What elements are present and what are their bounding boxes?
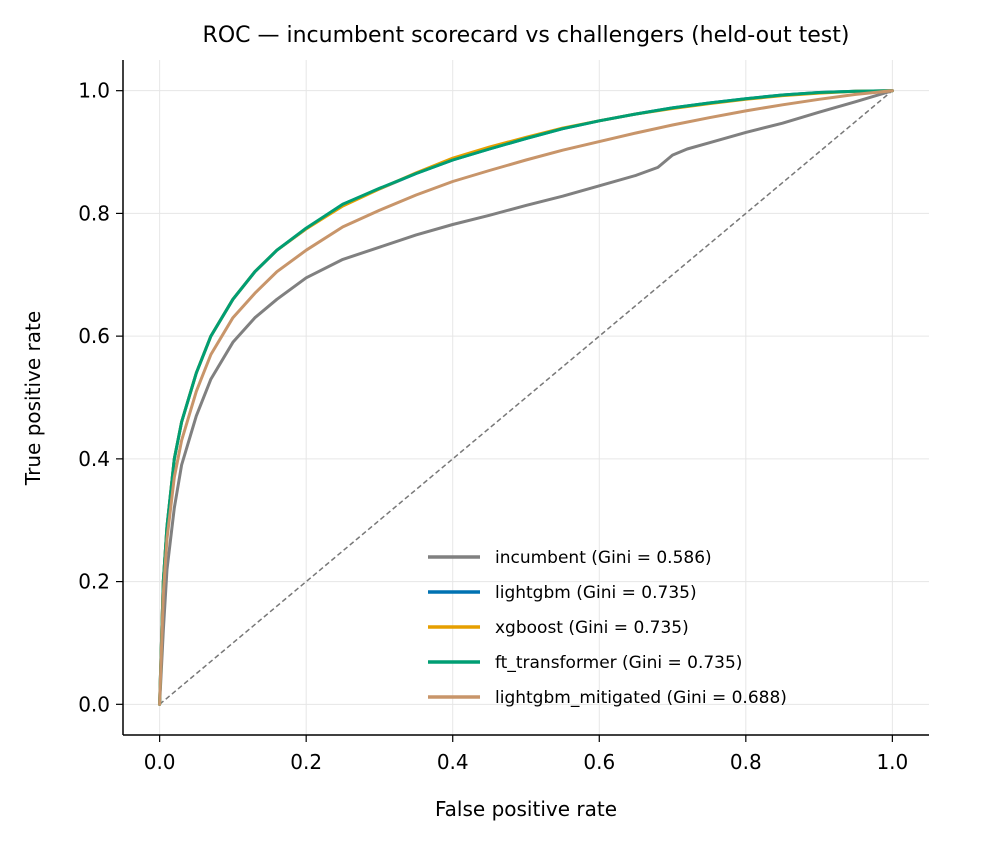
chance-diagonal-line — [159, 90, 893, 705]
y-tick-label-1: 0.2 — [78, 570, 110, 594]
legend-label-1: lightgbm (Gini = 0.735) — [495, 583, 697, 603]
x-tick-label-4: 0.8 — [730, 750, 762, 774]
x-tick-label-3: 0.6 — [583, 750, 615, 774]
y-tick-label-0: 0.0 — [78, 692, 110, 716]
series-line-3 — [158, 89, 894, 706]
y-tick-label-4: 0.8 — [78, 201, 110, 225]
series-line-4 — [158, 89, 894, 706]
x-tick-label-1: 0.2 — [290, 750, 322, 774]
y-axis-label: True positive rate — [21, 311, 45, 486]
legend-label-3: ft_transformer (Gini = 0.735) — [495, 653, 742, 673]
chart-title: ROC — incumbent scorecard vs challengers… — [203, 23, 850, 48]
x-tick-label-5: 1.0 — [876, 750, 908, 774]
x-axis-label: False positive rate — [435, 797, 617, 821]
y-tick-label-2: 0.4 — [78, 447, 110, 471]
legend-label-2: xgboost (Gini = 0.735) — [495, 618, 689, 638]
legend-label-0: incumbent (Gini = 0.586) — [495, 548, 712, 568]
x-tick-label-2: 0.4 — [437, 750, 469, 774]
x-tick-label-0: 0.0 — [144, 750, 176, 774]
y-tick-label-3: 0.6 — [78, 324, 110, 348]
series-line-0 — [158, 89, 894, 706]
y-tick-label-5: 1.0 — [78, 79, 110, 103]
legend-label-4: lightgbm_mitigated (Gini = 0.688) — [495, 688, 787, 708]
